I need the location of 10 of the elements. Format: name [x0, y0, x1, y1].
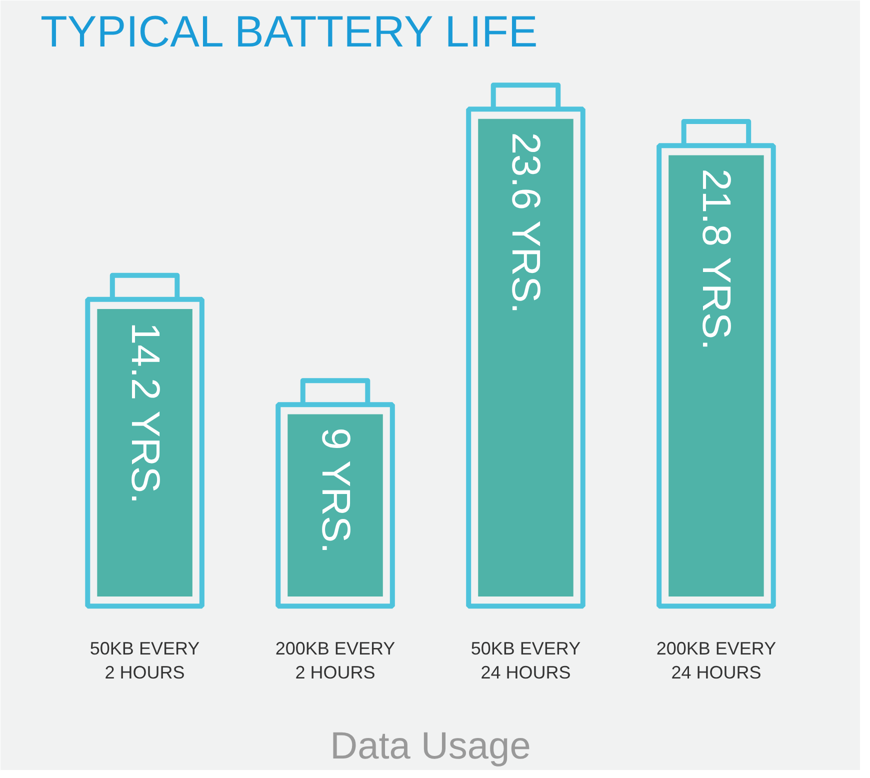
- x-tick-label: 200KB EVERY 2 HOURS: [275, 638, 396, 682]
- x-tick-label: 200KB EVERY 24 HOURS: [656, 638, 776, 682]
- data-label: 21.8 YRS.: [694, 168, 738, 350]
- data-label: 23.6 YRS.: [504, 132, 548, 314]
- x-tick-label: 50KB EVERY 2 HOURS: [90, 638, 200, 682]
- x-tick-label: 50KB EVERY 24 HOURS: [470, 638, 581, 682]
- data-label: 9 YRS.: [313, 428, 358, 554]
- x-axis-title: Data Usage: [330, 726, 531, 768]
- data-label: 14.2 YRS.: [122, 322, 167, 504]
- chart-title: TYPICAL BATTERY LIFE: [40, 8, 538, 56]
